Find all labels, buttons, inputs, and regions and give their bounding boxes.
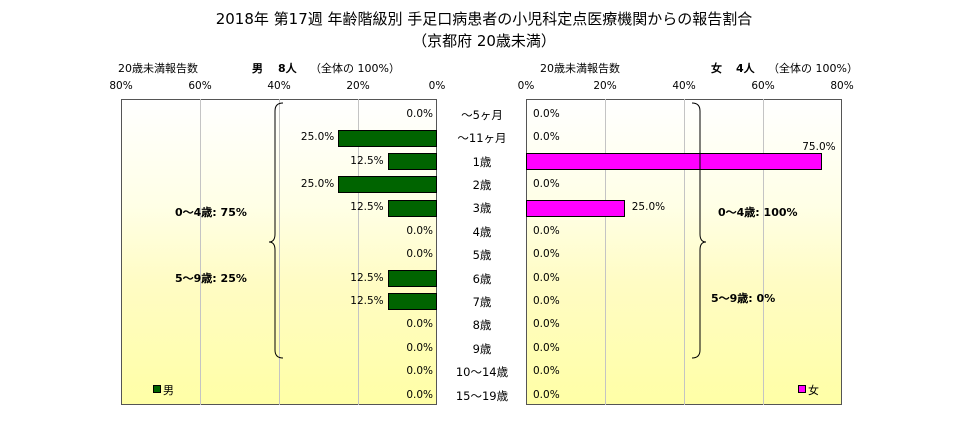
right-brace-0-4 [691, 102, 707, 251]
right-x-tick: 80% [830, 80, 854, 92]
female-value-label: 0.0% [533, 341, 560, 354]
legend-female-label: 女 [808, 384, 819, 397]
male-value-label: 0.0% [406, 388, 433, 401]
legend-female: 女 [798, 382, 819, 398]
right-x-tick: 20% [593, 80, 617, 92]
left-header-sex: 男 [252, 62, 263, 75]
left-x-tick: 20% [346, 80, 370, 92]
left-gridline [358, 99, 359, 405]
male-value-label: 25.0% [300, 177, 335, 190]
female-value-label: 0.0% [533, 177, 560, 190]
female-value-label: 0.0% [533, 131, 560, 144]
male-value-label: 12.5% [350, 154, 384, 167]
male-bar [387, 293, 437, 311]
male-value-label: 0.0% [406, 248, 433, 261]
male-bar [387, 199, 437, 217]
right-header-sex: 女 [711, 62, 722, 75]
right-x-tick: 0% [517, 80, 535, 92]
male-value-label: 12.5% [350, 201, 384, 214]
legend-male-swatch [153, 385, 161, 393]
right-header-subtitle: 20歳未満報告数 [540, 62, 620, 75]
category-label: 7歳 [472, 294, 492, 309]
left-header-note: （全体の 100%） [310, 62, 400, 75]
female-value-label: 0.0% [533, 224, 560, 237]
female-value-label: 25.0% [631, 201, 666, 214]
legend-male-label: 男 [163, 384, 174, 397]
male-value-label: 0.0% [406, 318, 433, 331]
female-value-label: 0.0% [533, 107, 560, 120]
legend-female-swatch [798, 385, 806, 393]
right-gridline [684, 99, 685, 405]
category-label: 1歳 [472, 154, 492, 169]
category-label: 2歳 [472, 177, 492, 192]
left-brace-0-4 [268, 102, 284, 251]
male-bar [338, 176, 437, 194]
chart-title-line2: （京都府 20歳未満） [412, 32, 556, 50]
male-bar [387, 153, 437, 170]
left-bracket-5-9-label: 5～9歳: 25% [175, 272, 247, 285]
right-bracket-5-9-label: 5～9歳: 0% [711, 292, 776, 305]
left-header-subtitle: 20歳未満報告数 [118, 62, 198, 75]
male-value-label: 0.0% [406, 365, 433, 378]
right-x-tick: 40% [672, 80, 696, 92]
category-label: 8歳 [472, 318, 492, 333]
left-x-tick: 40% [267, 80, 291, 92]
right-x-tick: 60% [751, 80, 775, 92]
left-x-tick: 60% [188, 80, 212, 92]
category-label: 9歳 [472, 341, 492, 356]
male-bar [338, 129, 437, 147]
right-header-note: （全体の 100%） [768, 62, 858, 75]
category-label: 6歳 [472, 271, 492, 286]
category-label: ～11ヶ月 [457, 131, 507, 146]
male-value-label: 0.0% [406, 341, 433, 354]
right-gridline [763, 99, 764, 405]
female-bar [526, 153, 823, 170]
female-value-label: 75.0% [802, 140, 836, 153]
male-value-label: 0.0% [406, 224, 433, 237]
female-bar [526, 199, 625, 217]
male-value-label: 12.5% [350, 271, 384, 284]
left-gridline [200, 99, 201, 405]
chart-title-line1: 2018年 第17週 年齢階級別 手足口病患者の小児科定点医療機関からの報告割合 [215, 10, 753, 28]
category-label: 15～19歳 [455, 388, 509, 403]
female-value-label: 0.0% [533, 294, 560, 307]
left-brace-5-9 [274, 250, 284, 359]
left-bracket-0-4-label: 0～4歳: 75% [175, 206, 247, 219]
category-label: 3歳 [472, 201, 492, 216]
right-gridline [605, 99, 606, 405]
right-header-count: 4人 [736, 62, 755, 75]
right-brace-5-9 [691, 250, 701, 359]
female-value-label: 0.0% [533, 318, 560, 331]
female-value-label: 0.0% [533, 365, 560, 378]
legend-male: 男 [153, 382, 174, 398]
female-value-label: 0.0% [533, 271, 560, 284]
left-x-tick: 0% [428, 80, 446, 92]
category-label: 4歳 [472, 224, 492, 239]
female-value-label: 0.0% [533, 248, 560, 261]
female-value-label: 0.0% [533, 388, 560, 401]
male-value-label: 25.0% [300, 131, 335, 144]
male-value-label: 0.0% [406, 107, 433, 120]
left-x-tick: 80% [109, 80, 133, 92]
right-bracket-0-4-label: 0～4歳: 100% [718, 206, 798, 219]
left-gridline [279, 99, 280, 405]
category-label: 10～14歳 [455, 365, 509, 380]
male-bar [387, 270, 437, 287]
category-label: 5歳 [472, 248, 492, 263]
category-label: ～5ヶ月 [461, 107, 503, 122]
male-value-label: 12.5% [350, 294, 384, 307]
left-header-count: 8人 [278, 62, 297, 75]
